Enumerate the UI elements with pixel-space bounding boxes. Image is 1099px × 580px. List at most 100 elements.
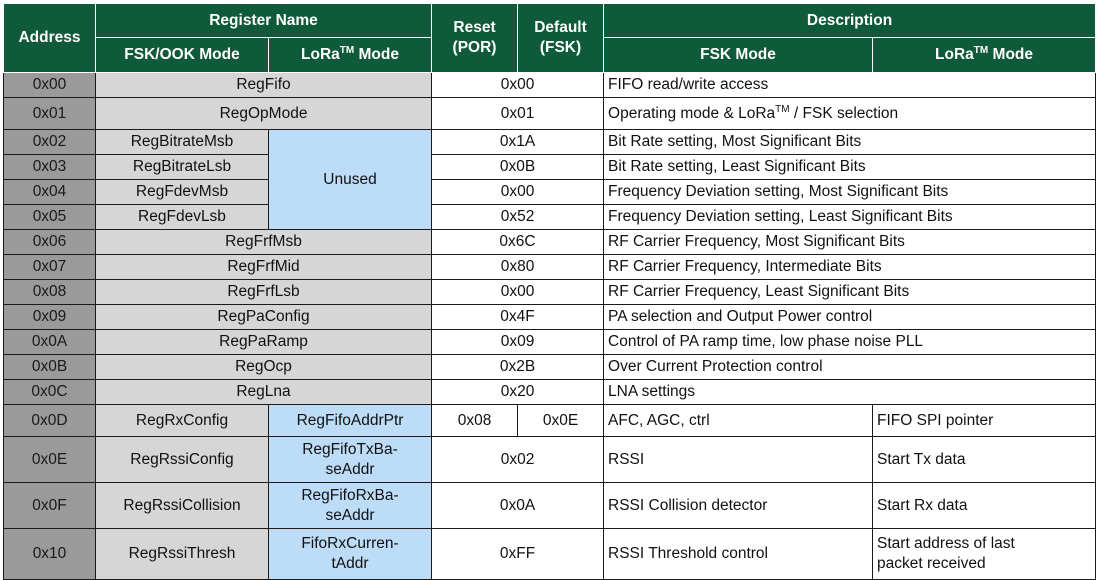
- address-cell: 0x04: [3, 179, 96, 205]
- lora-desc-line2: packet received: [877, 555, 986, 572]
- address-cell: 0x06: [3, 229, 96, 255]
- table-row: 0x09 RegPaConfig 0x4F PA selection and O…: [3, 304, 1097, 330]
- description-cell: RF Carrier Frequency, Intermediate Bits: [603, 254, 1097, 280]
- register-name-cell: RegFifo: [94, 72, 433, 98]
- header-reset-line2: (POR): [452, 39, 497, 56]
- value-cell: 0x00: [431, 72, 605, 98]
- lora-name-line2: tAddr: [331, 555, 369, 572]
- register-name-cell: RegRssiCollision: [95, 482, 269, 529]
- description-cell: Bit Rate setting, Most Significant Bits: [603, 129, 1097, 155]
- address-cell: 0x05: [3, 204, 96, 230]
- lora-desc-line1: Start address of last: [877, 535, 1015, 552]
- table-row: 0x06 RegFrfMsb 0x6C RF Carrier Frequency…: [3, 229, 1097, 255]
- register-name-cell: RegBitrateLsb: [95, 154, 269, 180]
- register-name-cell: RegFrfMid: [94, 254, 433, 280]
- description-cell: Frequency Deviation setting, Least Signi…: [603, 204, 1097, 230]
- address-cell: 0x10: [3, 528, 96, 580]
- register-name-cell: RegOpMode: [94, 97, 433, 130]
- address-cell: 0x0B: [3, 354, 96, 380]
- value-cell: 0x01: [431, 97, 605, 130]
- table-row: 0x02 RegBitrateMsb Unused 0x1A Bit Rate …: [3, 129, 1097, 230]
- lora-name-line1: RegFifoTxBa-: [302, 440, 398, 458]
- fsk-description-cell: RSSI Threshold control: [603, 528, 874, 580]
- register-name-cell: RegFdevMsb: [95, 179, 269, 205]
- lora-description-cell: Start Tx data: [872, 436, 1097, 483]
- header-lora-text: LoRa: [301, 46, 340, 63]
- register-name-cell: RegLna: [94, 379, 433, 405]
- table-row: 0x07 RegFrfMid 0x80 RF Carrier Frequency…: [3, 254, 1097, 280]
- lora-name-line1: RegFifoRxBa-: [301, 486, 399, 504]
- table-row: 0x0A RegPaRamp 0x09 Control of PA ramp t…: [3, 329, 1097, 355]
- description-cell: Operating mode & LoRaTM / FSK selection: [603, 97, 1097, 130]
- table-row: 0x0E RegRssiConfig RegFifoTxBa- seAddr 0…: [3, 436, 1097, 483]
- description-cell: LNA settings: [603, 379, 1097, 405]
- table-row: 0x08 RegFrfLsb 0x00 RF Carrier Frequency…: [3, 279, 1097, 305]
- register-name-cell: RegPaRamp: [94, 329, 433, 355]
- value-cell: 0xFF: [431, 528, 605, 580]
- address-cell: 0x07: [3, 254, 96, 280]
- header-default: Default (FSK): [517, 3, 605, 73]
- register-name-cell: RegOcp: [94, 354, 433, 380]
- value-cell: 0x00: [431, 179, 605, 205]
- table-row: 0x00 RegFifo 0x00 FIFO read/write access: [3, 72, 1097, 98]
- register-name-cell: RegRssiThresh: [95, 528, 269, 580]
- value-cell: 0x0B: [431, 154, 605, 180]
- table-row: 0x01 RegOpMode 0x01 Operating mode & LoR…: [3, 97, 1097, 130]
- table-row: 0x0D RegRxConfig RegFifoAddrPtr 0x08 0x0…: [3, 404, 1097, 437]
- header-lora-mode-desc: LoRaTM Mode: [872, 37, 1097, 73]
- header-lora-desc-text: LoRa: [935, 46, 974, 63]
- value-cell: 0x20: [431, 379, 605, 405]
- header-default-line2: (FSK): [539, 39, 582, 56]
- header-fsk-ook-mode: FSK/OOK Mode: [95, 37, 269, 73]
- value-cell: 0x00: [431, 279, 605, 305]
- header-lora-mode-text: Mode: [354, 46, 399, 63]
- fsk-description-cell: AFC, AGC, ctrl: [603, 404, 874, 437]
- fsk-description-cell: RSSI: [603, 436, 874, 483]
- address-cell: 0x00: [3, 72, 96, 98]
- register-name-cell: RegBitrateMsb: [95, 129, 269, 155]
- value-cell: 0x4F: [431, 304, 605, 330]
- table-row: 0x03 RegBitrateLsb 0x0B Bit Rate setting…: [3, 154, 1097, 180]
- address-cell: 0x02: [3, 129, 96, 155]
- table-row: 0x0B RegOcp 0x2B Over Current Protection…: [3, 354, 1097, 380]
- lora-description-cell: Start Rx data: [872, 482, 1097, 529]
- table-row: 0x04 RegFdevMsb 0x00 Frequency Deviation…: [3, 179, 1097, 205]
- header-description: Description: [603, 3, 1097, 38]
- value-cell: 0x80: [431, 254, 605, 280]
- register-name-cell: RegFrfLsb: [94, 279, 433, 305]
- description-cell: FIFO read/write access: [603, 72, 1097, 98]
- lora-register-name-cell: RegFifoTxBa- seAddr: [267, 436, 433, 483]
- description-cell: PA selection and Output Power control: [603, 304, 1097, 330]
- default-value-cell: 0x0E: [517, 404, 605, 437]
- description-tm: TM: [775, 103, 790, 115]
- header-lora-mode: LoRaTM Mode: [267, 37, 433, 73]
- table-row: 0x0C RegLna 0x20 LNA settings: [3, 379, 1097, 405]
- header-row-1: Address Register Name Reset (POR) Defaul…: [3, 3, 1097, 73]
- description-cell: Over Current Protection control: [603, 354, 1097, 380]
- description-cell: RF Carrier Frequency, Most Significant B…: [603, 229, 1097, 255]
- header-lora-tm: TM: [339, 44, 355, 56]
- register-table-wrapper: Address Register Name Reset (POR) Defaul…: [3, 3, 1097, 580]
- value-cell: 0x09: [431, 329, 605, 355]
- reset-value-cell: 0x08: [431, 404, 519, 437]
- address-cell: 0x08: [3, 279, 96, 305]
- register-name-cell: RegPaConfig: [94, 304, 433, 330]
- register-map-table: Address Register Name Reset (POR) Defaul…: [3, 3, 1097, 580]
- description-text-suffix: / FSK selection: [789, 104, 899, 122]
- description-cell: Bit Rate setting, Least Significant Bits: [603, 154, 1097, 180]
- lora-name-line1: FifoRxCurren-: [301, 535, 399, 552]
- address-cell: 0x0C: [3, 379, 96, 405]
- header-register-name: Register Name: [94, 3, 433, 38]
- unused-cell: Unused: [267, 129, 433, 230]
- header-row-2: FSK/OOK Mode LoRaTM Mode FSK Mode LoRaTM…: [4, 37, 1097, 73]
- header-lora-desc-mode-text: Mode: [988, 46, 1034, 63]
- value-cell: 0x2B: [431, 354, 605, 380]
- register-name-cell: RegRxConfig: [95, 404, 269, 437]
- header-reset-line1: Reset: [453, 19, 496, 36]
- lora-register-name-cell: FifoRxCurren- tAddr: [267, 528, 433, 580]
- address-cell: 0x0D: [3, 404, 96, 437]
- description-cell: Frequency Deviation setting, Most Signif…: [603, 179, 1097, 205]
- address-cell: 0x09: [3, 304, 96, 330]
- description-text: Operating mode & LoRa: [608, 104, 776, 122]
- register-name-cell: RegFdevLsb: [95, 204, 269, 230]
